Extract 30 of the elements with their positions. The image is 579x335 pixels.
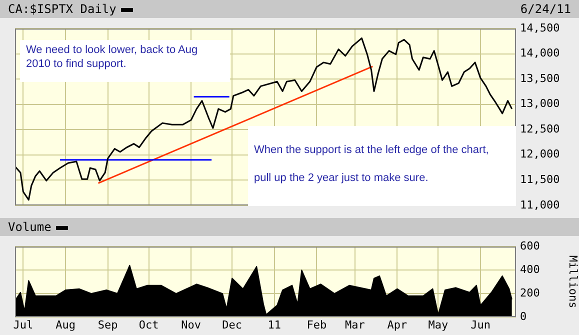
text-box: We need to look lower, back to Aug 2010 to find support. bbox=[20, 40, 230, 82]
legend-label: Volume bbox=[8, 220, 52, 234]
y-tick-label: 13,500 bbox=[520, 72, 560, 85]
x-tick-label: Apr bbox=[387, 318, 408, 332]
x-tick-label: Feb bbox=[306, 318, 327, 332]
text: 6/24/11 bbox=[520, 1, 571, 18]
x-tick-label: Nov bbox=[181, 318, 202, 332]
x-tick-label: Oct bbox=[138, 318, 159, 332]
y-tick-label: 13,000 bbox=[520, 97, 560, 110]
y-tick-label: 200 bbox=[520, 286, 540, 300]
x-tick-label: Dec bbox=[222, 318, 242, 332]
y-tick-label: 12,000 bbox=[520, 148, 560, 161]
x-tick-label: Jun bbox=[470, 318, 490, 332]
x-tick-label: 11 bbox=[268, 318, 281, 332]
y-tick-label: 14,000 bbox=[520, 46, 560, 60]
x-tick-label: Mar bbox=[344, 318, 366, 332]
y-tick-label: 0 bbox=[520, 310, 527, 323]
y-tick-label: 400 bbox=[520, 262, 540, 276]
x-tick-label: Sep bbox=[98, 318, 118, 332]
x-tick-label: May bbox=[428, 318, 448, 332]
y-tick-label: 12,500 bbox=[520, 122, 560, 136]
y-axis-title: Millions bbox=[566, 255, 579, 308]
y-tick-label: 11,000 bbox=[520, 198, 560, 212]
y-tick-label: 600 bbox=[520, 239, 540, 252]
x-tick-label: Aug bbox=[56, 318, 76, 332]
text-box: When the support is at the left edge of the chart, pull up the 2 year just to make sure. bbox=[248, 126, 516, 206]
y-tick-label: 14,500 bbox=[520, 21, 560, 34]
x-tick-label: Jul bbox=[13, 318, 34, 332]
y-tick-label: 11,500 bbox=[520, 173, 560, 186]
legend-label: CA:$ISPTX Daily bbox=[8, 2, 116, 16]
